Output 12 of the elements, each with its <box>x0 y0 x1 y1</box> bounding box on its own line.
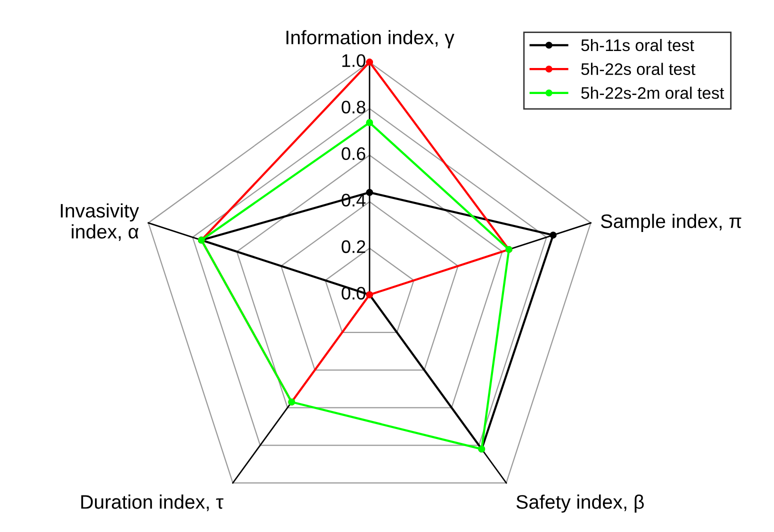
spoke-label: Safety index, β <box>516 494 644 513</box>
legend-label: 5h-22s-2m oral test <box>581 86 724 99</box>
legend-label: 5h-11s oral test <box>581 38 694 52</box>
legend-label: 5h-22s oral test <box>581 62 696 76</box>
y-tick-label: 0.6 <box>342 147 366 160</box>
spoke-label: Sample index, π <box>600 214 742 232</box>
spoke-label: Duration index, τ <box>81 494 224 512</box>
spoke-label: Information index, γ <box>286 30 454 48</box>
spoke-label: Invasivity index, α <box>60 203 140 241</box>
y-tick-label: 0.2 <box>342 240 366 254</box>
y-tick-label: 0.8 <box>342 100 366 114</box>
y-tick-label: 1.0 <box>342 54 366 68</box>
